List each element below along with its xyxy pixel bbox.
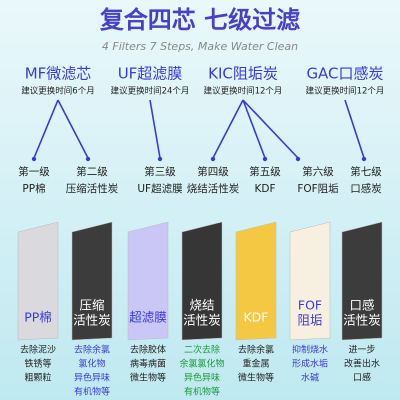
strip-label: 烧结 <box>189 298 214 313</box>
description: 形成水垢 <box>292 358 328 370</box>
stage-level: 第一级 <box>18 165 50 178</box>
link-dot <box>262 156 268 162</box>
stage-level: 第七级 <box>350 165 382 178</box>
stage-name: 烧结活性炭 <box>187 182 240 195</box>
filter-strip <box>289 221 331 341</box>
description: 去除余氯 <box>74 344 110 356</box>
description: 口感 <box>353 372 371 384</box>
description: 微生物等 <box>238 372 274 384</box>
links <box>33 99 365 159</box>
filter-replace: 建议更换时间6个月 <box>21 86 94 97</box>
strip-label: 活性炭 <box>73 313 111 328</box>
description: 二次去除 <box>184 344 220 356</box>
strip-label: 活性炭 <box>343 313 381 328</box>
filter-name: UF超滤膜 <box>118 65 183 83</box>
description: 异色异味 <box>184 372 220 384</box>
strip-label: PP棉 <box>24 310 52 325</box>
strip-label: 口感 <box>349 298 374 313</box>
description: 去除余氯 <box>238 344 274 356</box>
description: 病毒病菌 <box>130 358 166 370</box>
description: 抑制烧水 <box>292 344 328 356</box>
filter-strip <box>341 221 383 341</box>
strip-label: 压缩 <box>79 298 104 313</box>
filter-strip <box>127 221 169 341</box>
link-dot <box>31 156 37 162</box>
title: 复合四芯 七级过滤 <box>99 6 300 34</box>
filter-name: GAC口感炭 <box>306 65 383 83</box>
strip-label: KDF <box>243 310 268 325</box>
filter-name: MF微滤芯 <box>25 65 92 83</box>
link-dot <box>210 156 216 162</box>
stage-level: 第四级 <box>197 165 229 178</box>
strip-label: 活性炭 <box>183 313 221 328</box>
description: 重金属 <box>242 358 269 370</box>
stage-name: 压缩活性炭 <box>66 182 119 195</box>
filter-name: KIC阻垢炭 <box>208 65 278 83</box>
stage-name: UF超滤膜 <box>137 182 183 195</box>
description: 余氯氯化物 <box>179 358 224 370</box>
description: 异色异味 <box>74 372 110 384</box>
link-dot <box>361 156 367 162</box>
stage-name: FOF阻垢 <box>297 183 339 195</box>
filter-strip <box>181 221 223 341</box>
strip-label: 超滤膜 <box>129 310 167 325</box>
filter-replace: 建议更换时间12个月 <box>306 86 385 97</box>
link-dot <box>157 156 163 162</box>
filter-strip <box>17 221 59 341</box>
description: 水碱 <box>301 372 319 384</box>
description: 有机物等 <box>184 386 220 398</box>
stage-level: 第二级 <box>76 165 108 178</box>
subtitle: 4 Filters 7 Steps, Make Water Clean <box>102 40 298 53</box>
description: 去除胶体 <box>130 344 166 356</box>
description: 微生物等 <box>130 372 166 384</box>
link-dot <box>295 156 301 162</box>
stage-level: 第六级 <box>302 165 334 178</box>
filter-strip <box>235 221 277 341</box>
filter-replace: 建议更换时间12个月 <box>204 86 283 97</box>
stage-name: PP棉 <box>22 182 45 195</box>
filter-strip <box>71 221 113 341</box>
filter-replace: 建议更换时间24个月 <box>111 86 190 97</box>
stage-level: 第三级 <box>144 165 176 178</box>
description: 铁锈等 <box>24 358 51 370</box>
description: 氯化物 <box>78 358 105 370</box>
description: 有机物等 <box>74 386 110 398</box>
connector-lines <box>33 99 365 159</box>
link-dot <box>85 156 91 162</box>
strip-label: 阻垢 <box>297 313 322 328</box>
description: 改善出水 <box>344 358 380 370</box>
stage-level: 第五级 <box>249 165 281 178</box>
description: 去除泥沙 <box>20 344 56 356</box>
description: 进一步 <box>348 345 375 356</box>
stage-name: KDF <box>254 183 275 195</box>
stage-name: 口感炭 <box>350 182 382 195</box>
description: 粗颗粒 <box>24 372 51 384</box>
strip-label: FOF <box>298 298 322 313</box>
